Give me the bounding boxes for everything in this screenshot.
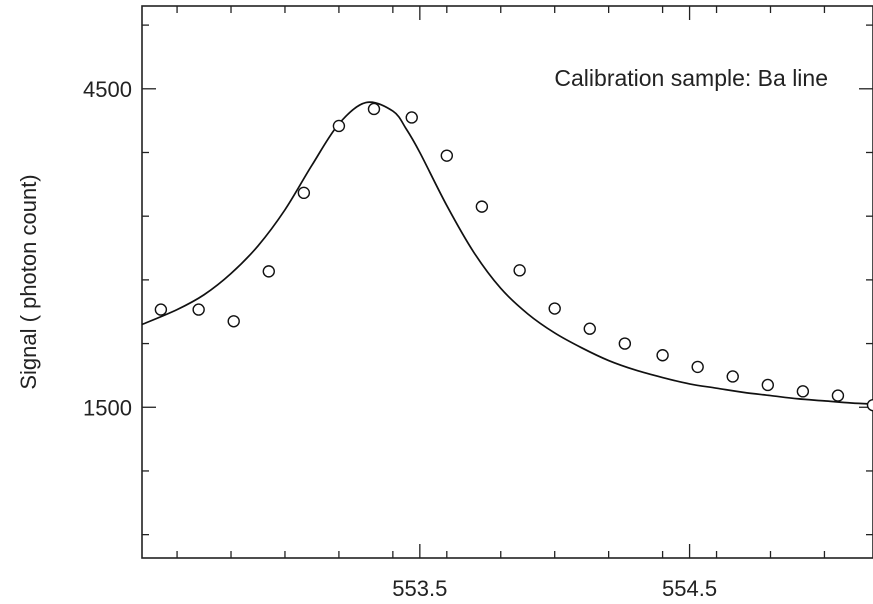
data-point	[691, 360, 704, 374]
data-point	[367, 102, 381, 116]
data-point	[583, 322, 596, 335]
fit-curve	[141, 101, 873, 405]
data-point	[227, 315, 240, 328]
data-point	[618, 337, 632, 350]
data-point	[656, 349, 669, 362]
data-point	[332, 119, 346, 133]
plot-frame	[141, 5, 873, 559]
y-tick-label: 1500	[83, 395, 132, 420]
y-tick-label: 4500	[83, 77, 132, 102]
axis-ticks	[142, 6, 873, 558]
data-points	[154, 102, 873, 412]
data-point	[796, 385, 810, 398]
data-point	[475, 200, 489, 213]
chart-annotation: Calibration sample: Ba line	[554, 65, 828, 91]
data-point	[548, 302, 561, 315]
data-point	[405, 111, 418, 124]
data-point	[761, 378, 775, 392]
y-axis-label: Signal ( photon count)	[16, 174, 41, 389]
data-point	[866, 398, 873, 412]
data-point	[192, 303, 205, 316]
data-point	[154, 303, 168, 316]
x-tick-label: 553.5	[392, 576, 447, 601]
data-point	[262, 265, 275, 278]
data-point	[831, 389, 845, 402]
data-point	[726, 370, 739, 383]
data-point	[513, 264, 526, 277]
axis-tick-labels: 553.5 554.5 1500 4500	[83, 77, 717, 601]
data-point	[297, 186, 311, 200]
data-point	[440, 149, 454, 162]
x-tick-label: 554.5	[662, 576, 717, 601]
